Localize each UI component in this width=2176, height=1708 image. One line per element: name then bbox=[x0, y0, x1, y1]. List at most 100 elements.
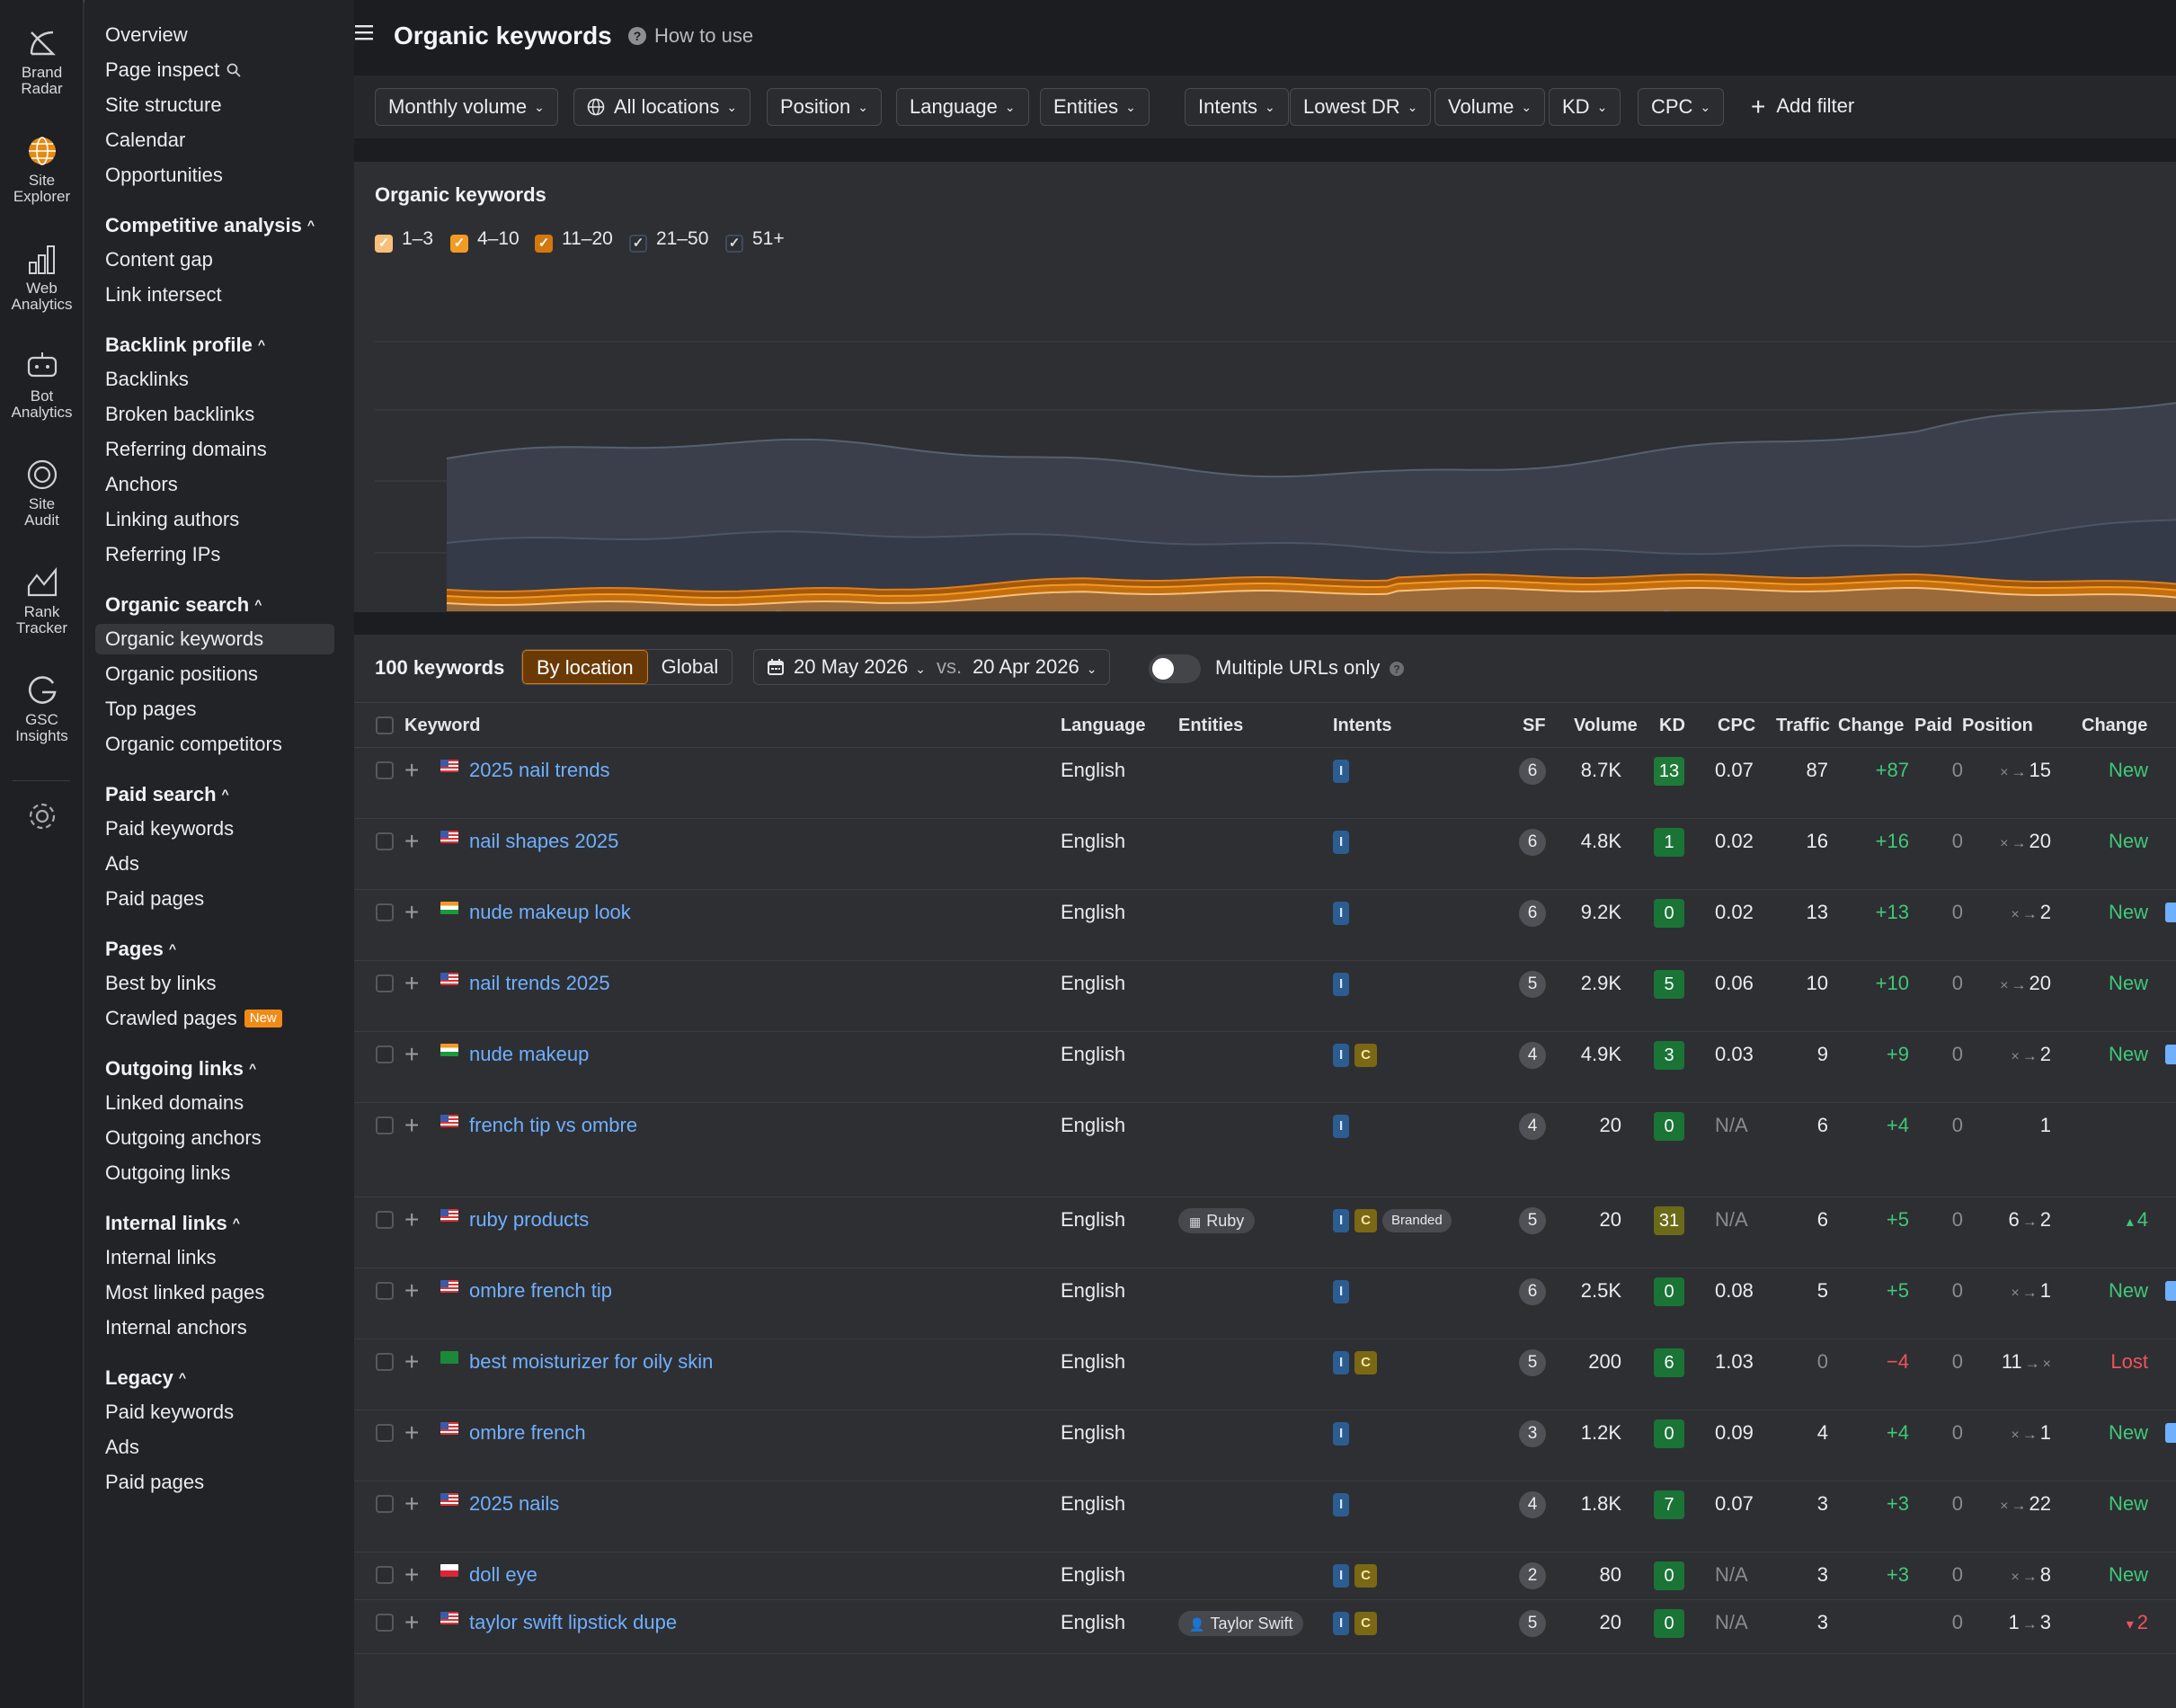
add-to-list-icon[interactable]: + bbox=[404, 1277, 420, 1304]
filter-language[interactable]: Language ⌄ bbox=[896, 88, 1029, 126]
legend-checkbox[interactable]: ✓ bbox=[629, 235, 647, 253]
add-to-list-icon[interactable]: + bbox=[404, 1608, 420, 1636]
serp-features-cell[interactable]: 6 bbox=[1519, 1268, 1546, 1313]
sidebar-item-broken-backlinks[interactable]: Broken backlinks bbox=[105, 399, 254, 430]
sidebar-item-backlinks[interactable]: Backlinks bbox=[105, 364, 189, 395]
filter-entities[interactable]: Entities ⌄ bbox=[1040, 88, 1150, 126]
column-header-traffic[interactable]: Traffic bbox=[1776, 716, 1831, 735]
filter-position[interactable]: Position ⌄ bbox=[767, 88, 883, 126]
legend-item-2[interactable]: ✓ 11–20 bbox=[535, 228, 613, 253]
how-to-use-link[interactable]: ? How to use bbox=[627, 24, 753, 48]
sidebar-item-paid-pages[interactable]: Paid pages bbox=[105, 884, 204, 914]
sidebar-group-competitive-analysis[interactable]: Competitive analysis ^ bbox=[105, 209, 315, 240]
sidebar-group-backlink-profile[interactable]: Backlink profile ^ bbox=[105, 329, 265, 360]
sidebar-item-internal-links[interactable]: Internal links bbox=[105, 1242, 217, 1273]
column-header-volume[interactable]: Volume bbox=[1574, 716, 1638, 735]
filter-intents[interactable]: Intents ⌄ bbox=[1185, 88, 1289, 126]
keyword-link[interactable]: ombre french bbox=[469, 1421, 586, 1444]
serp-features-cell[interactable]: 2 bbox=[1519, 1552, 1546, 1597]
row-checkbox[interactable] bbox=[376, 1566, 394, 1584]
table-row[interactable]: + nail trends 2025 English I 5 2.9K 5 0.06 10 +10… bbox=[354, 961, 2176, 1032]
add-to-list-icon[interactable]: + bbox=[404, 898, 420, 926]
sidebar-item-overview[interactable]: Overview bbox=[105, 20, 188, 50]
help-circle-icon[interactable]: ? bbox=[1389, 661, 1405, 677]
sidebar-group-pages[interactable]: Pages ^ bbox=[105, 933, 176, 964]
sidebar-item-outgoing-links[interactable]: Outgoing links bbox=[105, 1158, 230, 1188]
sidebar-item-top-pages[interactable]: Top pages bbox=[105, 694, 197, 725]
sidebar-item-opportunities[interactable]: Opportunities bbox=[105, 160, 223, 191]
sidebar-group-paid-search[interactable]: Paid search ^ bbox=[105, 778, 229, 809]
serp-features-cell[interactable]: 5 bbox=[1519, 961, 1546, 1006]
sidebar-item-referring-ips[interactable]: Referring IPs bbox=[105, 539, 220, 570]
add-to-list-icon[interactable]: + bbox=[404, 1490, 420, 1517]
table-row[interactable]: + ruby products English ▦ Ruby I C Branded 5 20 31… bbox=[354, 1197, 2176, 1268]
add-to-list-icon[interactable]: + bbox=[404, 756, 420, 784]
filter-volume[interactable]: Volume ⌄ bbox=[1434, 88, 1546, 126]
sidebar-item-anchors[interactable]: Anchors bbox=[105, 469, 178, 500]
add-to-list-icon[interactable]: + bbox=[404, 1205, 420, 1233]
filter-cpc[interactable]: CPC ⌄ bbox=[1638, 88, 1725, 126]
keyword-link[interactable]: ruby products bbox=[469, 1208, 590, 1231]
add-to-list-icon[interactable]: + bbox=[404, 1348, 420, 1375]
keyword-link[interactable]: nude makeup bbox=[469, 1043, 590, 1065]
rail-item-rank-tracker[interactable]: Rank Tracker bbox=[0, 566, 84, 636]
multiple-urls-toggle[interactable] bbox=[1149, 654, 1201, 683]
entity-chip[interactable]: ▦ Ruby bbox=[1178, 1208, 1256, 1234]
table-row[interactable]: + doll eye English I C 2 80 0 N/A 3 +3 0 × → 8 New bbox=[354, 1552, 2176, 1600]
serp-overview-icon[interactable] bbox=[2165, 1423, 2176, 1443]
filter-kd[interactable]: KD ⌄ bbox=[1549, 88, 1621, 126]
add-to-list-icon[interactable]: + bbox=[404, 1561, 420, 1588]
legend-checkbox[interactable]: ✓ bbox=[375, 235, 393, 253]
table-row[interactable]: + ombre french tip English I 6 2.5K 0 0.08 5 +5 0 ×… bbox=[354, 1268, 2176, 1339]
add-filter-button[interactable]: + Add filter bbox=[1751, 88, 1854, 126]
rail-item-globe[interactable]: Site Explorer bbox=[0, 135, 84, 205]
table-row[interactable]: +2025 nails English I 4 1.8K 7 0.07 3 +3 0 × → 22 New bbox=[354, 1481, 2176, 1552]
filter-all-locations[interactable]: All locations ⌄ bbox=[573, 88, 751, 126]
sidebar-item-best-by-links[interactable]: Best by links bbox=[105, 968, 217, 999]
table-row[interactable]: +2025 nail trends English I 6 8.7K 13 0.07 87 +8… bbox=[354, 748, 2176, 819]
column-header-change[interactable]: Change bbox=[1838, 716, 1905, 735]
rail-item-settings[interactable] bbox=[0, 800, 84, 838]
sidebar-item-linking-authors[interactable]: Linking authors bbox=[105, 504, 239, 535]
filter-lowest-dr[interactable]: Lowest DR ⌄ bbox=[1290, 88, 1432, 126]
keyword-link[interactable]: best moisturizer for oily skin bbox=[469, 1350, 714, 1373]
serp-overview-icon[interactable] bbox=[2165, 1045, 2176, 1064]
menu-icon[interactable] bbox=[354, 23, 374, 41]
sidebar-group-organic-search[interactable]: Organic search ^ bbox=[105, 589, 262, 619]
add-to-list-icon[interactable]: + bbox=[404, 1419, 420, 1446]
sidebar-item-most-linked-pages[interactable]: Most linked pages bbox=[105, 1277, 264, 1308]
table-row[interactable]: + nail shapes 2025 English I 6 4.8K 1 0.02 16 +16… bbox=[354, 819, 2176, 890]
column-header-cpc[interactable]: CPC bbox=[1718, 716, 1756, 735]
row-checkbox[interactable] bbox=[376, 1614, 394, 1632]
add-to-list-icon[interactable]: + bbox=[404, 969, 420, 997]
keyword-link[interactable]: nude makeup look bbox=[469, 901, 631, 923]
table-row[interactable]: + ombre french English I 3 1.2K 0 0.09 4 +4 0 × → 1 Ne… bbox=[354, 1410, 2176, 1481]
sidebar-item-crawled-pages[interactable]: Crawled pages New bbox=[105, 1003, 282, 1034]
row-checkbox[interactable] bbox=[376, 974, 394, 992]
keyword-link[interactable]: 2025 nail trends bbox=[469, 759, 610, 781]
keyword-link[interactable]: french tip vs ombre bbox=[469, 1114, 638, 1136]
filter-monthly-volume[interactable]: Monthly volume ⌄ bbox=[375, 88, 558, 126]
legend-checkbox[interactable]: ✓ bbox=[535, 235, 553, 253]
sidebar-item-referring-domains[interactable]: Referring domains bbox=[105, 434, 267, 465]
sidebar-item-paid-keywords[interactable]: Paid keywords bbox=[105, 814, 234, 844]
table-row[interactable]: + nude makeup English I C 4 4.9K 3 0.03 9 +9 0 × → 2 Ne… bbox=[354, 1032, 2176, 1103]
legend-checkbox[interactable]: ✓ bbox=[725, 235, 743, 253]
rail-item-bar-chart[interactable]: Web Analytics bbox=[0, 243, 84, 313]
sidebar-item-content-gap[interactable]: Content gap bbox=[105, 245, 213, 275]
serp-features-cell[interactable]: 5 bbox=[1519, 1339, 1546, 1384]
keyword-link[interactable]: doll eye bbox=[469, 1563, 537, 1586]
legend-checkbox[interactable]: ✓ bbox=[450, 235, 468, 253]
sidebar-item-page-inspect[interactable]: Page inspect bbox=[105, 55, 241, 85]
column-header-change[interactable]: Change bbox=[2082, 716, 2148, 735]
column-header-keyword[interactable]: Keyword bbox=[404, 716, 481, 735]
row-checkbox[interactable] bbox=[376, 1116, 394, 1134]
date-compare-picker[interactable]: 20 May 2026 ⌄ vs. 20 Apr 2026 ⌄ bbox=[753, 649, 1111, 685]
row-checkbox[interactable] bbox=[376, 1424, 394, 1442]
column-header-paid[interactable]: Paid bbox=[1914, 716, 1953, 735]
row-checkbox[interactable] bbox=[376, 903, 394, 921]
sidebar-item-site-structure[interactable]: Site structure bbox=[105, 90, 222, 120]
column-header-language[interactable]: Language bbox=[1061, 716, 1146, 735]
rail-item-bot[interactable]: Bot Analytics bbox=[0, 351, 84, 421]
add-to-list-icon[interactable]: + bbox=[404, 1040, 420, 1068]
